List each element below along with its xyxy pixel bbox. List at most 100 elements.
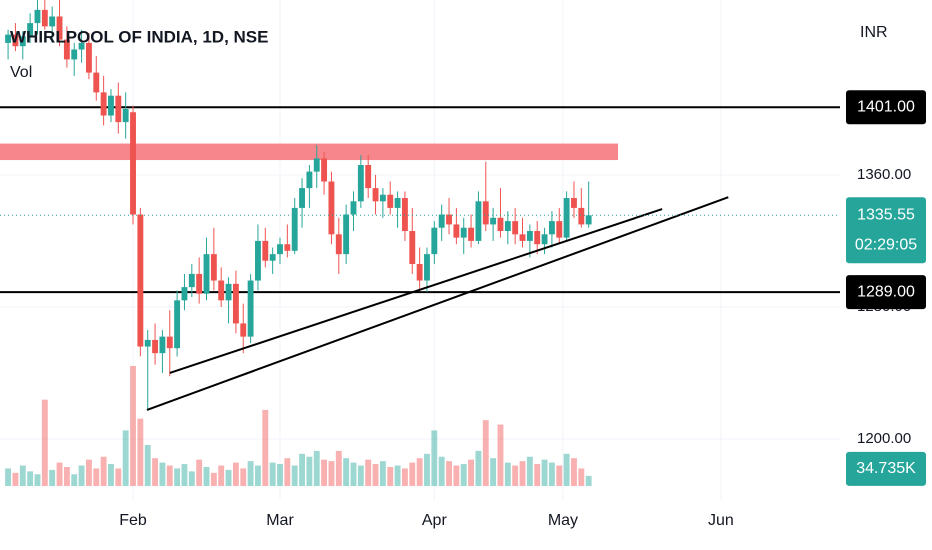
price-pane	[0, 0, 840, 411]
volume-bar	[475, 450, 482, 486]
level-label: 1401.00	[857, 98, 915, 115]
candle-body	[482, 201, 489, 225]
candle-body	[56, 16, 63, 40]
volume-bar	[196, 459, 203, 486]
volume-box	[846, 451, 926, 486]
candle-body	[519, 234, 526, 241]
candle-body	[152, 339, 159, 354]
volume-bar	[210, 472, 217, 486]
candle-body	[453, 224, 460, 238]
volume-bar	[563, 453, 570, 486]
chart-title: WHIRLPOOL OF INDIA, 1D, NSE	[10, 27, 268, 46]
volume-bar	[321, 459, 328, 486]
volume-bar	[63, 466, 70, 486]
volume-bar	[291, 465, 298, 486]
candle-body	[379, 194, 386, 202]
candle-body	[468, 227, 475, 241]
volume-bar	[379, 461, 386, 486]
candle-body	[71, 49, 78, 60]
candle-body	[122, 108, 129, 123]
volume-bar	[225, 469, 232, 486]
level-box	[846, 275, 926, 310]
candle-body	[115, 95, 122, 123]
volume-bar	[27, 471, 34, 486]
volume-bar	[571, 458, 577, 486]
volume-bar	[335, 450, 342, 486]
candle-body	[497, 217, 504, 232]
candle-body	[526, 231, 533, 241]
volume-bar	[284, 458, 291, 486]
candle-body	[446, 214, 452, 225]
candle-body	[424, 254, 430, 281]
volume-bar	[262, 409, 269, 486]
price-axis: 1200.001280.001360.00FebMarAprMayJun1401…	[119, 90, 926, 529]
x-tick-label: Mar	[266, 512, 294, 529]
volume-bar	[240, 468, 247, 486]
candle-body	[188, 273, 195, 288]
candle-body	[431, 227, 438, 255]
candle-body	[181, 287, 188, 301]
candle-body	[541, 234, 548, 245]
volume-bar	[401, 468, 408, 486]
trendline	[169, 208, 663, 374]
volume-bar	[144, 445, 151, 486]
candle-body	[5, 34, 12, 43]
volume-bar	[453, 465, 460, 486]
volume-bar	[482, 420, 489, 486]
candle-body	[438, 214, 445, 228]
volume-bar	[446, 461, 452, 486]
candle-body	[321, 158, 328, 182]
candle-body	[504, 221, 511, 232]
volume-bar	[232, 462, 239, 486]
level-box	[846, 90, 926, 125]
volume-bar	[5, 468, 12, 486]
volume-bar	[159, 462, 166, 486]
candle-body	[416, 264, 423, 281]
volume-bar	[115, 468, 122, 486]
last-price-box	[846, 197, 926, 264]
candle-body	[240, 323, 247, 337]
volume-bar	[519, 461, 526, 486]
candle-body	[365, 165, 372, 189]
countdown: 02:29:05	[855, 236, 917, 253]
volume-bar	[504, 462, 511, 486]
candle-body	[63, 39, 70, 60]
volume-bar	[416, 458, 423, 486]
candle-body	[27, 23, 34, 37]
candle-body	[401, 198, 408, 232]
candle-body	[548, 221, 555, 235]
x-tick-label: Jun	[708, 512, 734, 529]
candle-body	[490, 217, 497, 225]
volume-bar	[424, 453, 430, 486]
candle-body	[372, 188, 379, 202]
candle-body	[335, 234, 342, 255]
volume-bar	[19, 465, 26, 486]
volume-bar	[269, 462, 276, 486]
resistance-zone	[0, 143, 619, 161]
volume-bar	[512, 465, 519, 486]
candle-body	[174, 300, 181, 349]
candle-body	[19, 36, 26, 47]
volume-bar	[78, 465, 85, 486]
volume-bar	[541, 459, 548, 486]
volume-bar	[578, 468, 585, 486]
candle-body	[328, 181, 335, 235]
volume-bar	[313, 450, 320, 486]
trendline	[146, 196, 729, 411]
x-tick-label: Feb	[119, 512, 147, 529]
volume-label: 34.735K	[856, 460, 916, 477]
candle-body	[585, 215, 592, 225]
candle-body	[534, 231, 541, 245]
candle-body	[196, 273, 203, 294]
candle-body	[512, 221, 519, 235]
candle-body	[262, 240, 269, 261]
candle-body	[571, 198, 577, 208]
candle-body	[225, 283, 232, 301]
volume-bar	[174, 468, 181, 486]
x-tick-label: Apr	[422, 512, 448, 529]
volume-bar	[188, 471, 195, 486]
volume-bar	[137, 418, 144, 486]
volume-bar	[431, 430, 438, 486]
volume-bar	[438, 456, 445, 486]
candle-body	[556, 221, 563, 238]
